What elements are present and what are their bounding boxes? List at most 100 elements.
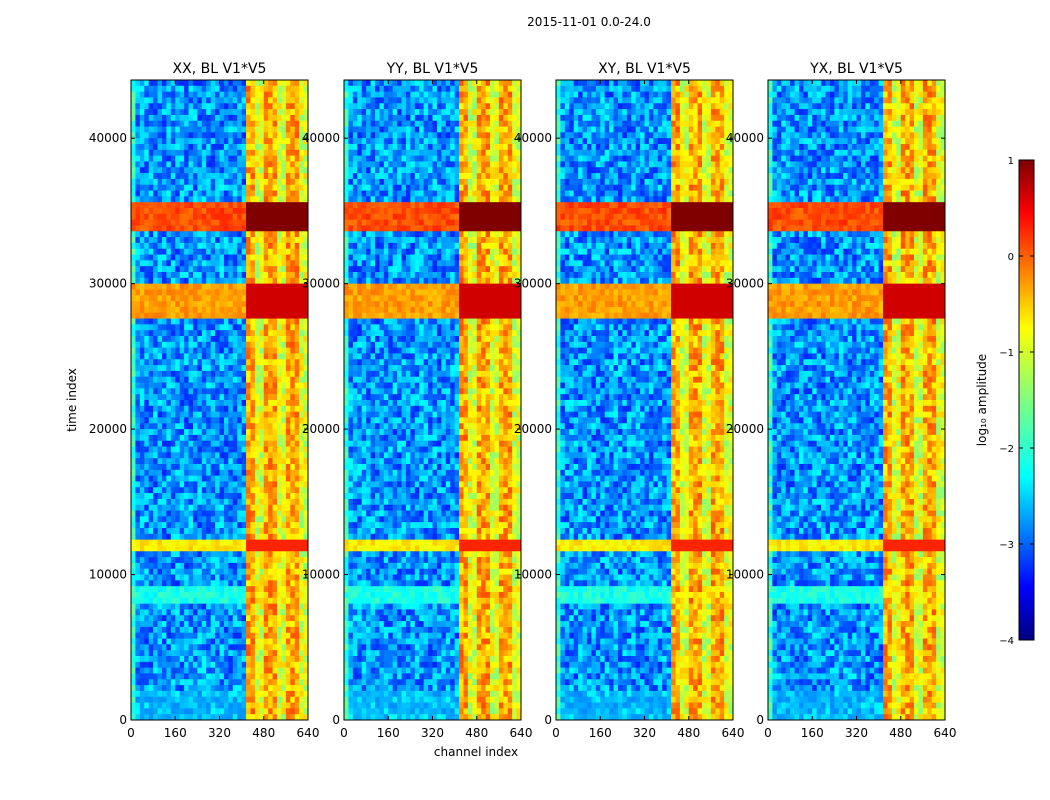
heatmap-cell (139, 626, 145, 634)
heatmap-cell (246, 277, 251, 285)
heatmap-cell (254, 382, 260, 389)
heatmap-cell (139, 690, 145, 698)
heatmap-cell (232, 702, 238, 709)
heatmap-cell (254, 178, 260, 186)
heatmap-cell (197, 394, 203, 401)
heatmap-cell (228, 388, 234, 395)
heatmap-cell (131, 632, 136, 639)
heatmap-cell (299, 696, 304, 703)
heatmap-cell (157, 359, 163, 366)
heatmap-cell (148, 272, 154, 279)
heatmap-cell (161, 551, 167, 558)
heatmap-cell (197, 120, 203, 127)
heatmap-cell (294, 504, 300, 511)
heatmap-cell (170, 656, 176, 663)
heatmap-cell (268, 592, 273, 599)
heatmap-cell (246, 341, 251, 349)
heatmap-cell (184, 202, 189, 209)
heatmap-cell (170, 260, 176, 267)
heatmap-cell (285, 254, 291, 261)
heatmap-cell (259, 114, 265, 122)
heatmap-cell (281, 690, 287, 698)
heatmap-cell (277, 440, 282, 447)
heatmap-cell (148, 248, 154, 255)
heatmap-cell (131, 225, 136, 232)
heatmap-cell (228, 283, 234, 290)
heatmap-cell (139, 365, 145, 372)
heatmap-cell (272, 353, 278, 360)
heatmap-cell (263, 173, 269, 180)
heatmap-cell (175, 301, 181, 308)
heatmap-cell (175, 434, 181, 442)
heatmap-cell (228, 574, 234, 581)
heatmap-cell (223, 661, 229, 669)
heatmap-cell (215, 370, 220, 378)
heatmap-cell (290, 586, 296, 593)
heatmap-cell (179, 714, 185, 721)
heatmap-cell (153, 208, 158, 215)
heatmap-cell (219, 638, 225, 645)
heatmap-cell (184, 85, 189, 93)
heatmap-cell (263, 306, 269, 314)
heatmap-cell (512, 91, 517, 98)
heatmap-cell (268, 365, 273, 372)
heatmap-cell (285, 336, 291, 343)
heatmap-cell (135, 545, 141, 552)
heatmap-cell (210, 295, 216, 302)
heatmap-cell (272, 656, 278, 663)
heatmap-cell (259, 574, 265, 581)
heatmap-cell (201, 394, 207, 401)
heatmap-cell (232, 528, 238, 535)
heatmap-cell (131, 621, 136, 628)
heatmap-cell (223, 144, 229, 151)
heatmap-cell (237, 184, 243, 191)
heatmap-cell (139, 487, 145, 494)
heatmap-cell (268, 248, 273, 255)
heatmap-cell (388, 103, 394, 110)
heatmap-cell (232, 202, 238, 209)
heatmap-cell (272, 208, 278, 215)
heatmap-cell (237, 696, 243, 703)
heatmap-cell (184, 149, 189, 157)
heatmap-cell (192, 661, 198, 669)
heatmap-cell (294, 469, 300, 477)
heatmap-cell (494, 109, 500, 116)
heatmap-cell (268, 312, 273, 319)
heatmap-cell (516, 97, 522, 104)
heatmap-cell (184, 330, 189, 337)
heatmap-cell (498, 109, 504, 116)
heatmap-cell (179, 702, 185, 709)
heatmap-cell (197, 295, 203, 302)
heatmap-cell (228, 126, 234, 133)
heatmap-cell (303, 568, 309, 575)
heatmap-cell (259, 132, 265, 139)
heatmap-cell (219, 248, 225, 255)
heatmap-cell (228, 539, 234, 546)
heatmap-cell (436, 138, 442, 145)
heatmap-cell (192, 394, 198, 401)
heatmap-cell (463, 126, 469, 133)
heatmap-cell (285, 551, 291, 558)
heatmap-cell (237, 167, 243, 174)
heatmap-cell (192, 341, 198, 349)
heatmap-cell (210, 97, 216, 104)
heatmap-cell (175, 103, 181, 110)
heatmap-cell (170, 411, 176, 418)
heatmap-cell (277, 306, 282, 314)
heatmap-cell (135, 213, 141, 221)
heatmap-cell (246, 551, 251, 558)
heatmap-cell (170, 615, 176, 622)
heatmap-cell (259, 324, 265, 331)
heatmap-cell (153, 347, 158, 354)
heatmap-cell (148, 353, 154, 360)
heatmap-cell (131, 434, 136, 442)
heatmap-cell (228, 597, 234, 605)
heatmap-cell (268, 184, 273, 191)
heatmap-cell (170, 597, 176, 605)
heatmap-cell (206, 126, 212, 133)
heatmap-cell (210, 586, 216, 593)
heatmap-cell (197, 580, 203, 587)
heatmap-cell (441, 103, 447, 110)
heatmap-cell (201, 306, 207, 314)
heatmap-cell (374, 138, 380, 145)
